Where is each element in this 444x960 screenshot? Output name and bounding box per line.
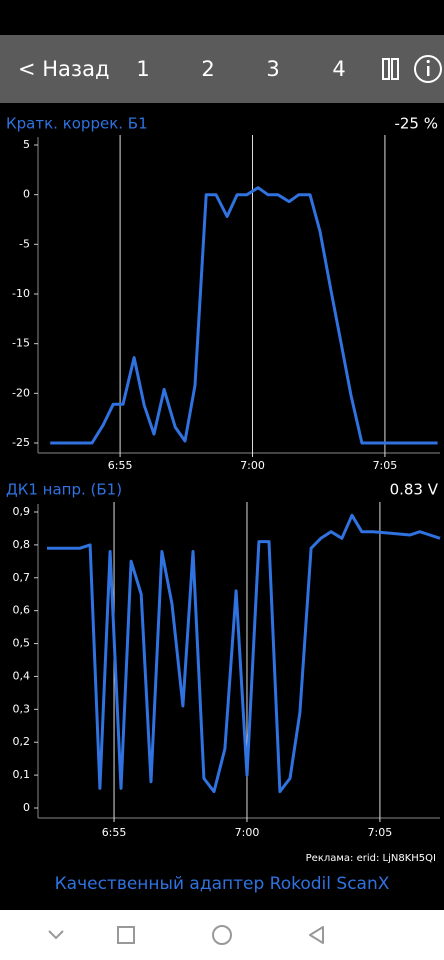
y-tick-label: 0,1 <box>13 768 31 781</box>
y-tick-label: 0,7 <box>13 571 31 584</box>
x-tick-label: 7:05 <box>373 459 398 472</box>
y-tick-label: -20 <box>12 386 30 399</box>
y-tick-label: 0,9 <box>13 505 31 518</box>
pause-button[interactable] <box>382 58 399 80</box>
nav-hide[interactable] <box>48 930 64 940</box>
y-tick-label: 0,4 <box>13 669 31 682</box>
ad-text[interactable]: Качественный адаптер Rokodil ScanX <box>55 874 390 894</box>
info-button[interactable] <box>414 55 442 83</box>
chart-title: Кратк. коррек. Б1 <box>6 115 148 133</box>
y-tick-label: 0 <box>23 801 30 814</box>
y-tick-label: -15 <box>12 337 30 350</box>
y-tick-label: -10 <box>12 287 30 300</box>
data-line <box>47 513 441 794</box>
y-tick-label: 0,8 <box>13 538 31 551</box>
status-bar <box>0 0 444 35</box>
y-tick-label: 5 <box>23 138 30 151</box>
x-tick-label: 6:55 <box>102 826 127 839</box>
tab[interactable]: 3 <box>266 57 279 81</box>
y-tick-label: -5 <box>19 237 30 250</box>
y-tick-label: 0 <box>23 188 30 201</box>
x-tick-label: 6:55 <box>108 459 133 472</box>
nav-bar <box>0 910 444 960</box>
tab[interactable]: 2 <box>201 57 214 81</box>
x-tick-label: 7:00 <box>240 459 265 472</box>
current-value: -25 % <box>394 115 438 133</box>
y-tick-label: -25 <box>12 436 30 449</box>
y-tick-label: 0,3 <box>13 702 31 715</box>
data-line <box>50 186 438 445</box>
ad-label: Реклама: erid: LjN8KH5QI <box>306 853 436 864</box>
x-tick-label: 7:05 <box>368 826 393 839</box>
tab[interactable]: 1 <box>136 57 149 81</box>
nav-recents[interactable] <box>117 926 135 944</box>
y-tick-label: 0,2 <box>13 735 31 748</box>
y-tick-label: 0,5 <box>13 637 31 650</box>
chart-title: ДК1 напр. (Б1) <box>6 481 122 499</box>
y-tick-label: 0,6 <box>13 604 31 617</box>
tab[interactable]: 4 <box>332 57 345 81</box>
nav-back[interactable] <box>309 926 324 944</box>
x-tick-label: 7:00 <box>235 826 260 839</box>
back-button[interactable]: < Назад <box>18 57 110 81</box>
toolbar <box>0 35 444 103</box>
current-value: 0.83 V <box>390 481 439 499</box>
nav-home[interactable] <box>212 925 232 945</box>
